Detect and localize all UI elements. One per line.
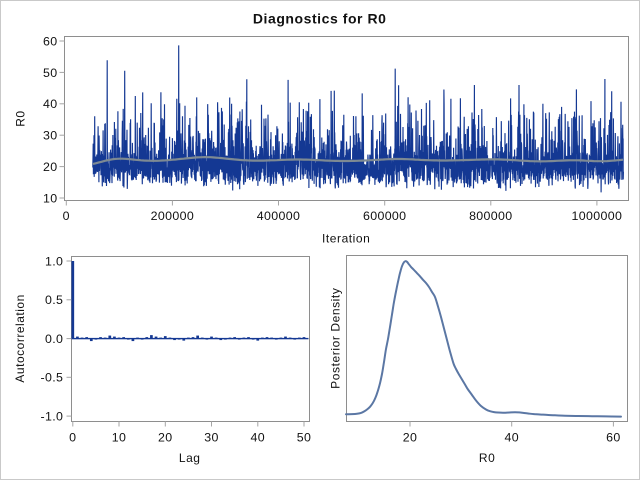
svg-text:400000: 400000 <box>257 209 300 223</box>
svg-text:Diagnostics for R0: Diagnostics for R0 <box>253 10 387 26</box>
svg-text:0.0: 0.0 <box>45 332 63 346</box>
svg-text:0: 0 <box>63 209 70 223</box>
svg-text:Posterior Density: Posterior Density <box>329 288 343 389</box>
svg-text:20: 20 <box>158 430 172 444</box>
svg-text:50: 50 <box>297 430 311 444</box>
svg-text:Lag: Lag <box>179 451 201 465</box>
svg-text:1000000: 1000000 <box>572 209 623 223</box>
svg-text:0: 0 <box>69 430 76 444</box>
svg-text:Iteration: Iteration <box>322 231 370 245</box>
svg-text:800000: 800000 <box>469 209 512 223</box>
svg-text:1.0: 1.0 <box>45 254 63 268</box>
svg-text:60: 60 <box>43 34 57 48</box>
svg-text:20: 20 <box>43 160 57 174</box>
svg-text:600000: 600000 <box>363 209 406 223</box>
svg-text:30: 30 <box>204 430 218 444</box>
svg-text:10: 10 <box>43 191 57 205</box>
svg-text:-1.0: -1.0 <box>41 410 64 424</box>
svg-text:0.5: 0.5 <box>45 293 63 307</box>
svg-text:R0: R0 <box>13 110 27 126</box>
svg-text:200000: 200000 <box>151 209 194 223</box>
svg-text:R0: R0 <box>479 451 495 465</box>
svg-text:40: 40 <box>504 430 518 444</box>
svg-text:30: 30 <box>43 129 57 143</box>
svg-text:10: 10 <box>112 430 126 444</box>
svg-text:20: 20 <box>403 430 417 444</box>
svg-text:60: 60 <box>606 430 620 444</box>
svg-text:50: 50 <box>43 66 57 80</box>
svg-text:Autocorrelation: Autocorrelation <box>13 294 27 382</box>
svg-text:40: 40 <box>251 430 265 444</box>
svg-text:-0.5: -0.5 <box>41 371 64 385</box>
svg-text:40: 40 <box>43 97 57 111</box>
